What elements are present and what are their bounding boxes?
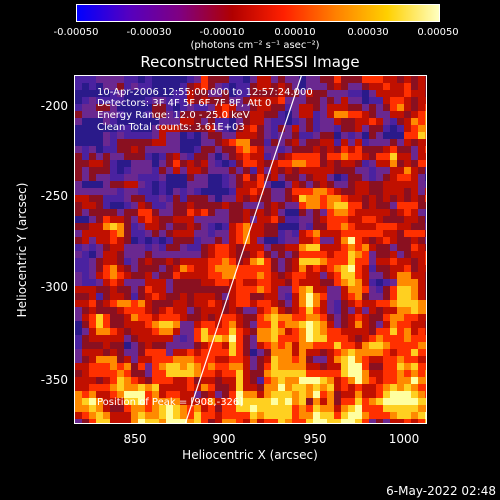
image-canvas bbox=[75, 76, 426, 423]
y-tick-label: -250 bbox=[40, 189, 68, 203]
y-tick-label: -350 bbox=[40, 373, 68, 387]
annotation-detectors: Detectors: 3F 4F 5F 6F 7F 8F, Att 0 bbox=[97, 98, 272, 109]
x-tick-label: 900 bbox=[212, 432, 236, 446]
colorbar bbox=[76, 4, 440, 22]
colorbar-tick: 0.00030 bbox=[347, 27, 389, 38]
x-tick-label: 850 bbox=[123, 432, 147, 446]
annotation-counts: Clean Total counts: 3.61E+03 bbox=[97, 122, 245, 133]
y-axis-label: Heliocentric Y (arcsec) bbox=[15, 182, 29, 318]
x-tick-label: 950 bbox=[303, 432, 327, 446]
annotation-energy: Energy Range: 12.0 - 25.0 keV bbox=[97, 110, 250, 121]
y-tick-label: -200 bbox=[40, 99, 68, 113]
image-title: Reconstructed RHESSI Image bbox=[140, 53, 360, 71]
colorbar-tick: 0.00050 bbox=[417, 27, 459, 38]
timestamp: 6-May-2022 02:48 bbox=[386, 484, 496, 498]
colorbar-tick: 0.00010 bbox=[274, 27, 316, 38]
peak-position-label: Position of Peak = [908,-326] bbox=[97, 397, 244, 408]
y-tick-label: -300 bbox=[40, 280, 68, 294]
colorbar-tick: -0.00030 bbox=[126, 27, 172, 38]
solar-limb-line bbox=[184, 76, 302, 423]
colorbar-tick: -0.00010 bbox=[199, 27, 245, 38]
x-axis-label: Heliocentric X (arcsec) bbox=[182, 448, 318, 462]
annotation-time: 10-Apr-2006 12:55:00.000 to 12:57:24.000 bbox=[97, 87, 313, 98]
colorbar-tick: -0.00050 bbox=[53, 27, 99, 38]
image-panel: 10-Apr-2006 12:55:00.000 to 12:57:24.000… bbox=[74, 75, 427, 424]
colorbar-units: (photons cm⁻² s⁻¹ asec⁻²) bbox=[190, 40, 320, 51]
x-tick-label: 1000 bbox=[388, 432, 420, 446]
